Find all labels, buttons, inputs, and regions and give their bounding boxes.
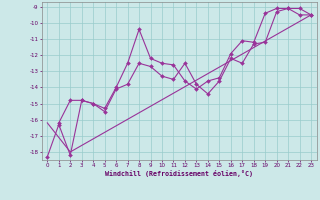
X-axis label: Windchill (Refroidissement éolien,°C): Windchill (Refroidissement éolien,°C)	[105, 170, 253, 177]
